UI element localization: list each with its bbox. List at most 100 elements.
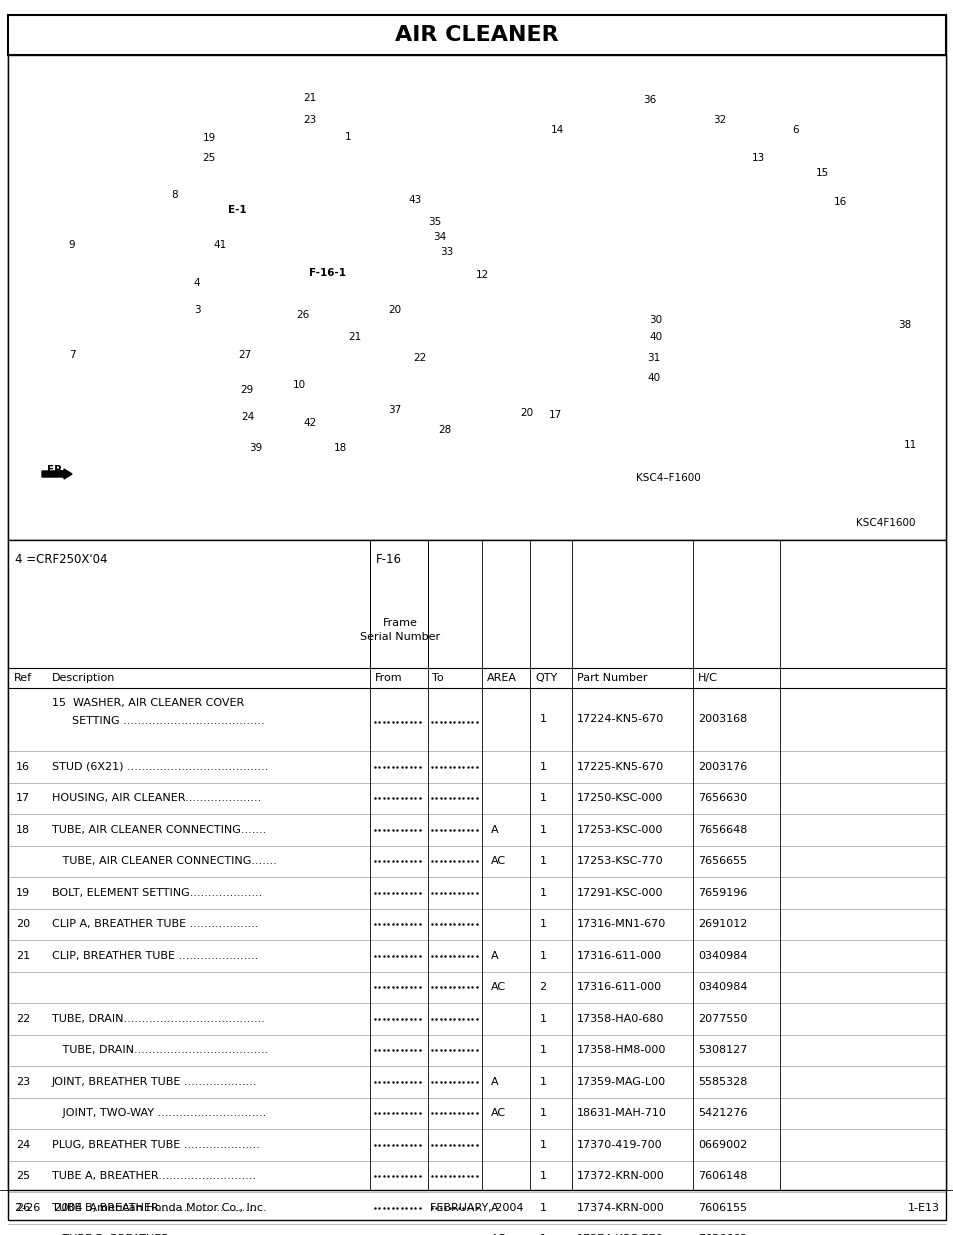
Text: AC: AC [491, 982, 506, 992]
Text: KSC4F1600: KSC4F1600 [856, 517, 915, 529]
Text: 8: 8 [172, 190, 178, 200]
Text: 35: 35 [428, 217, 441, 227]
Text: TUBE A, BREATHER...........................: TUBE A, BREATHER........................… [52, 1171, 255, 1181]
Text: 16: 16 [833, 198, 845, 207]
Text: 14: 14 [550, 125, 563, 135]
Text: 29: 29 [240, 385, 253, 395]
Text: 22: 22 [16, 1014, 30, 1024]
Text: 2: 2 [538, 982, 546, 992]
Text: 21: 21 [16, 951, 30, 961]
Text: 31: 31 [647, 353, 659, 363]
Text: 27: 27 [238, 350, 252, 359]
Text: 1: 1 [539, 762, 546, 772]
Text: 4: 4 [193, 278, 200, 288]
Text: 23: 23 [16, 1077, 30, 1087]
Text: 42: 42 [303, 417, 316, 429]
Text: 16: 16 [16, 762, 30, 772]
Text: BOLT, ELEMENT SETTING....................: BOLT, ELEMENT SETTING...................… [52, 888, 262, 898]
Text: 17374-KRN-000: 17374-KRN-000 [577, 1203, 664, 1213]
Text: 21: 21 [303, 93, 316, 103]
Text: 26: 26 [296, 310, 310, 320]
Text: 1: 1 [539, 1203, 546, 1213]
Text: 1: 1 [539, 1140, 546, 1150]
Text: 23: 23 [303, 115, 316, 125]
Text: 7: 7 [69, 350, 75, 359]
Text: 20: 20 [388, 305, 401, 315]
Text: 32: 32 [713, 115, 726, 125]
Text: CLIP A, BREATHER TUBE ...................: CLIP A, BREATHER TUBE ..................… [52, 919, 258, 929]
Text: 17372-KRN-000: 17372-KRN-000 [577, 1171, 664, 1181]
Text: 18631-MAH-710: 18631-MAH-710 [577, 1108, 666, 1118]
Text: 5585328: 5585328 [698, 1077, 746, 1087]
Text: 37: 37 [388, 405, 401, 415]
Text: 17250-KSC-000: 17250-KSC-000 [577, 793, 662, 803]
Text: FR.: FR. [48, 466, 67, 475]
Text: 20: 20 [520, 408, 533, 417]
Text: TUBE, DRAIN.....................................: TUBE, DRAIN.............................… [52, 1045, 268, 1055]
Text: AC: AC [491, 1108, 506, 1118]
Text: 7656648: 7656648 [698, 825, 746, 835]
Text: 6: 6 [792, 125, 799, 135]
Text: FEBRUARY, 2004: FEBRUARY, 2004 [430, 1203, 523, 1213]
Bar [8, 56, 945, 540]
Text: SETTING .......................................: SETTING ................................… [71, 716, 264, 726]
Text: JOINT, BREATHER TUBE ....................: JOINT, BREATHER TUBE ...................… [52, 1077, 257, 1087]
Text: Ref: Ref [14, 673, 32, 683]
Text: 22: 22 [413, 353, 426, 363]
Text: 1: 1 [539, 1077, 546, 1087]
Text: 20: 20 [16, 919, 30, 929]
Text: 26: 26 [16, 1203, 30, 1213]
Text: Frame
Serial Number: Frame Serial Number [359, 619, 439, 642]
Text: 0340984: 0340984 [698, 982, 747, 992]
Text: 41: 41 [213, 240, 227, 249]
Text: F-16: F-16 [375, 553, 401, 566]
Text: 5308127: 5308127 [698, 1045, 746, 1055]
Text: 25: 25 [16, 1171, 30, 1181]
Text: 21: 21 [348, 332, 361, 342]
Text: 2003176: 2003176 [698, 762, 746, 772]
Text: 1: 1 [539, 856, 546, 866]
Text: From: From [375, 673, 402, 683]
Text: E-1: E-1 [228, 205, 246, 215]
Text: 1: 1 [539, 1045, 546, 1055]
Text: TUBE, AIR CLEANER CONNECTING.......: TUBE, AIR CLEANER CONNECTING....... [52, 825, 266, 835]
Text: 2077550: 2077550 [698, 1014, 746, 1024]
Text: 19: 19 [16, 888, 30, 898]
Text: A: A [491, 1077, 498, 1087]
Text: KSC4–F1600: KSC4–F1600 [635, 473, 700, 483]
Text: 17359-MAG-L00: 17359-MAG-L00 [577, 1077, 665, 1087]
Text: A: A [491, 951, 498, 961]
Text: 24: 24 [16, 1140, 30, 1150]
Text: 30: 30 [649, 315, 662, 325]
Text: 3: 3 [193, 305, 200, 315]
Text: 1: 1 [344, 132, 351, 142]
Text: 1: 1 [539, 919, 546, 929]
Text: 1: 1 [539, 951, 546, 961]
Text: 1: 1 [539, 1171, 546, 1181]
Text: A: A [491, 1203, 498, 1213]
Text: TUBE B, BREATHER...........................: TUBE B, BREATHER........................… [52, 1203, 255, 1213]
Text: 18: 18 [16, 825, 30, 835]
Text: 13: 13 [751, 153, 763, 163]
Text: 33: 33 [440, 247, 453, 257]
Text: PLUG, BREATHER TUBE .....................: PLUG, BREATHER TUBE ....................… [52, 1140, 259, 1150]
Text: 17370-419-700: 17370-419-700 [577, 1140, 662, 1150]
Text: 38: 38 [898, 320, 911, 330]
Text: 1: 1 [539, 793, 546, 803]
Text: 7659196: 7659196 [698, 888, 746, 898]
Text: 43: 43 [408, 195, 421, 205]
Text: 7656655: 7656655 [698, 856, 746, 866]
Text: 0340984: 0340984 [698, 951, 747, 961]
Text: TUBE, DRAIN.......................................: TUBE, DRAIN.............................… [52, 1014, 265, 1024]
Text: 7606148: 7606148 [698, 1171, 746, 1181]
Text: 15  WASHER, AIR CLEANER COVER: 15 WASHER, AIR CLEANER COVER [52, 698, 244, 708]
Text: 7606155: 7606155 [698, 1203, 746, 1213]
Text: STUD (6X21) .......................................: STUD (6X21) ............................… [52, 762, 268, 772]
FancyArrow shape [42, 469, 71, 479]
Text: 17225-KN5-670: 17225-KN5-670 [577, 762, 663, 772]
Bar [8, 540, 945, 1191]
Text: 17358-HA0-680: 17358-HA0-680 [577, 1014, 663, 1024]
Bar [8, 15, 945, 56]
Text: 17: 17 [16, 793, 30, 803]
Text: H/C: H/C [698, 673, 717, 683]
